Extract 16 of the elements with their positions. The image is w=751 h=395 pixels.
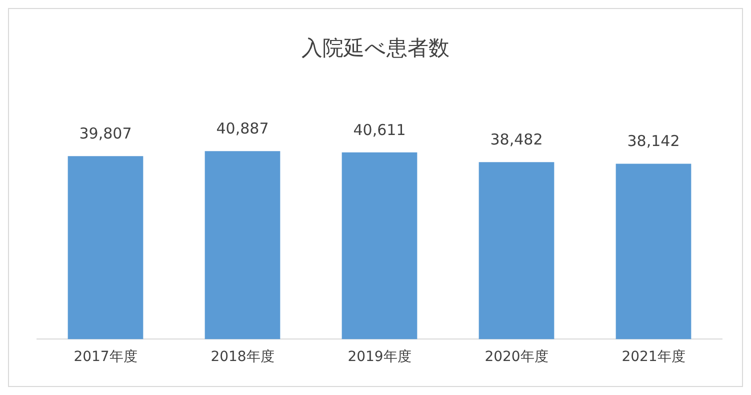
bar [478,162,554,340]
x-tick-label: 2018年度 [210,349,274,366]
x-tick-label: 2021年度 [622,349,686,366]
bar [68,156,144,340]
data-label: 40,611 [353,120,406,139]
data-label: 38,142 [627,132,680,150]
bar [204,151,280,340]
data-label: 39,807 [79,124,132,142]
chart-title: 入院延べ患者数 [302,36,450,60]
data-label: 38,482 [490,130,543,149]
x-tick-label: 2020年度 [484,349,548,366]
x-tick-label: 2019年度 [348,349,412,366]
data-label: 40,887 [216,120,269,138]
bar [616,164,692,340]
bar [342,152,418,340]
x-tick-label: 2017年度 [74,349,138,366]
